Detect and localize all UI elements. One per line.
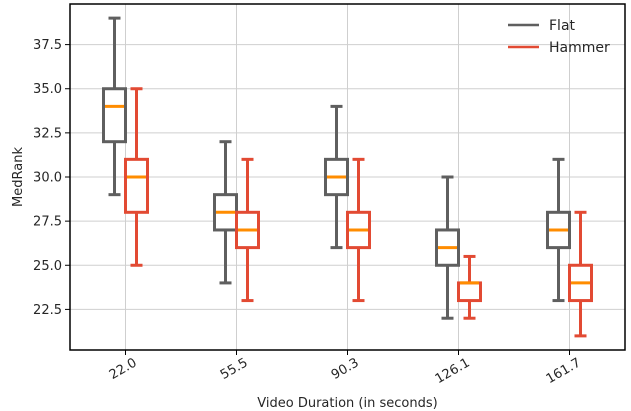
y-tick-label: 32.5 (33, 126, 62, 141)
y-tick-label: 30.0 (33, 171, 62, 186)
flat-box-2 (324, 104, 349, 250)
hammer-box-4 (568, 210, 593, 338)
y-axis-label: MedRank (11, 147, 26, 207)
flat-box-0 (102, 16, 127, 197)
hammer-iqr-box (457, 281, 482, 303)
hammer-box-1 (235, 157, 260, 303)
flat-iqr-box (102, 87, 127, 144)
y-axis-ticks: 22.5 25.0 27.5 30.0 32.5 35.0 37.5 (33, 38, 70, 318)
x-tick-label: 55.5 (218, 355, 251, 382)
hammer-box-3 (457, 254, 482, 320)
flat-box-1 (213, 140, 238, 285)
y-tick-label: 35.0 (33, 82, 62, 97)
y-tick-label: 25.0 (33, 259, 62, 274)
legend: Flat Hammer (508, 18, 610, 56)
hammer-box-2 (346, 157, 371, 303)
x-axis-label: Video Duration (in seconds) (257, 396, 437, 411)
y-tick-label: 37.5 (33, 38, 62, 53)
flat-box-4 (546, 157, 571, 303)
x-tick-label: 126.1 (433, 355, 473, 387)
legend-label-flat: Flat (549, 18, 576, 34)
y-tick-label: 22.5 (33, 303, 62, 318)
x-axis-ticks: 22.0 55.5 90.3 126.1 161.7 (107, 350, 584, 387)
hammer-iqr-box (124, 157, 149, 214)
legend-label-hammer: Hammer (549, 40, 610, 56)
x-tick-label: 161.7 (544, 355, 584, 387)
flat-box-3 (435, 175, 460, 320)
y-tick-label: 27.5 (33, 215, 62, 230)
box-plot-series (102, 16, 593, 338)
grid-lines (70, 4, 625, 350)
x-tick-label: 90.3 (329, 355, 362, 382)
x-tick-label: 22.0 (107, 355, 140, 382)
hammer-box-0 (124, 87, 149, 267)
